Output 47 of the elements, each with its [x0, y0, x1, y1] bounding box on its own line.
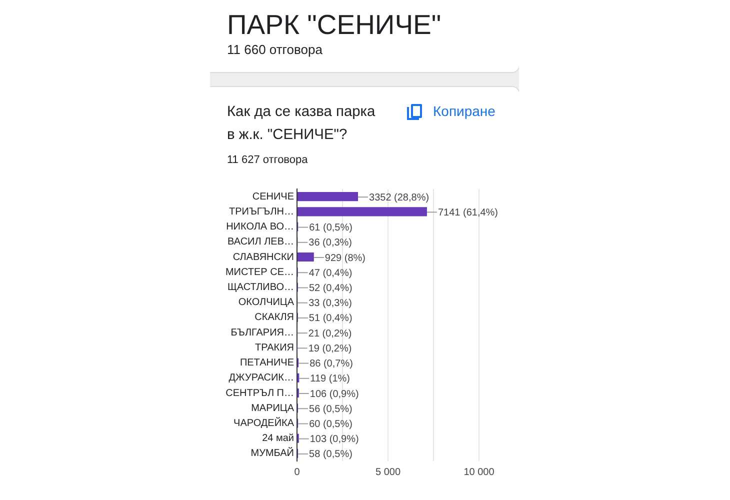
data-label: 106 (0,9%)	[310, 388, 359, 400]
x-tick-label: 0	[294, 466, 300, 478]
x-tick-label: 10 000	[464, 466, 495, 478]
chart-title: Как да се казва парка в ж.к. "СЕНИЧЕ"?	[227, 103, 376, 145]
y-tick-label: ЧАРОДЕЙКА	[234, 416, 294, 429]
y-tick-label: ТРАКИЯ	[254, 342, 294, 354]
bar	[298, 207, 427, 216]
data-label: 86 (0,7%)	[310, 358, 353, 370]
data-label: 7141 (61,4%)	[438, 207, 498, 218]
y-tick-label: СЕНТРЪЛ П…	[226, 388, 294, 399]
data-label: 929 (8%)	[324, 252, 366, 264]
data-label: 19 (0,2%)	[308, 343, 352, 354]
data-label: 56 (0,5%)	[309, 404, 352, 415]
data-label: 51 (0,4%)	[308, 313, 352, 324]
y-tick-label: СКАКЛЯ	[254, 312, 294, 324]
y-tick-label: СЛАВЯНСКИ	[232, 252, 294, 263]
data-label: 36 (0,3%)	[308, 238, 352, 249]
y-tick-label: БЪЛГАРИЯ…	[230, 327, 294, 338]
y-tick-label: НИКОЛА ВО…	[226, 222, 294, 233]
y-tick-label: 24 май	[262, 433, 294, 444]
y-tick-label: МУМБАЙ	[250, 446, 294, 460]
chart-subtitle: 11 627 отговора	[227, 153, 308, 167]
y-tick-label: ЩАСТЛИВО…	[228, 282, 294, 293]
y-tick-label: ОКОЛЧИЦА	[238, 297, 294, 308]
y-tick-label: СЕНИЧЕ	[252, 191, 294, 202]
text: 11 660 отговора	[227, 42, 322, 58]
text: ПАРК "СЕНИЧЕ"	[227, 9, 442, 40]
data-label: 33 (0,3%)	[308, 298, 352, 310]
data-label: 60 (0,5%)	[309, 418, 352, 430]
y-tick-label: ДЖУРАСИК…	[228, 372, 294, 384]
text: Копиране	[433, 103, 496, 120]
data-label: 103 (0,9%)	[310, 434, 359, 446]
data-label: 52 (0,4%)	[308, 282, 352, 294]
data-label: 47 (0,4%)	[308, 268, 352, 279]
y-tick-label: МИСТЕР СЕ…	[225, 266, 294, 278]
data-label: 119 (1%)	[310, 374, 350, 385]
data-label: 58 (0,5%)	[309, 449, 352, 460]
y-tick-label: ВАСИЛ ЛЕВ…	[228, 236, 294, 248]
y-tick-label: МАРИЦА	[251, 402, 294, 414]
y-tick-label: ПЕТАНИЧЕ	[240, 358, 294, 369]
data-label: 21 (0,2%)	[308, 328, 352, 340]
bar	[298, 252, 314, 262]
x-tick-label: 5 000	[375, 466, 401, 478]
data-label: 61 (0,5%)	[309, 222, 352, 234]
bar	[298, 192, 358, 202]
y-tick-label: ТРИЪГЪЛН…	[229, 206, 294, 218]
data-label: 3352 (28,8%)	[369, 192, 430, 204]
